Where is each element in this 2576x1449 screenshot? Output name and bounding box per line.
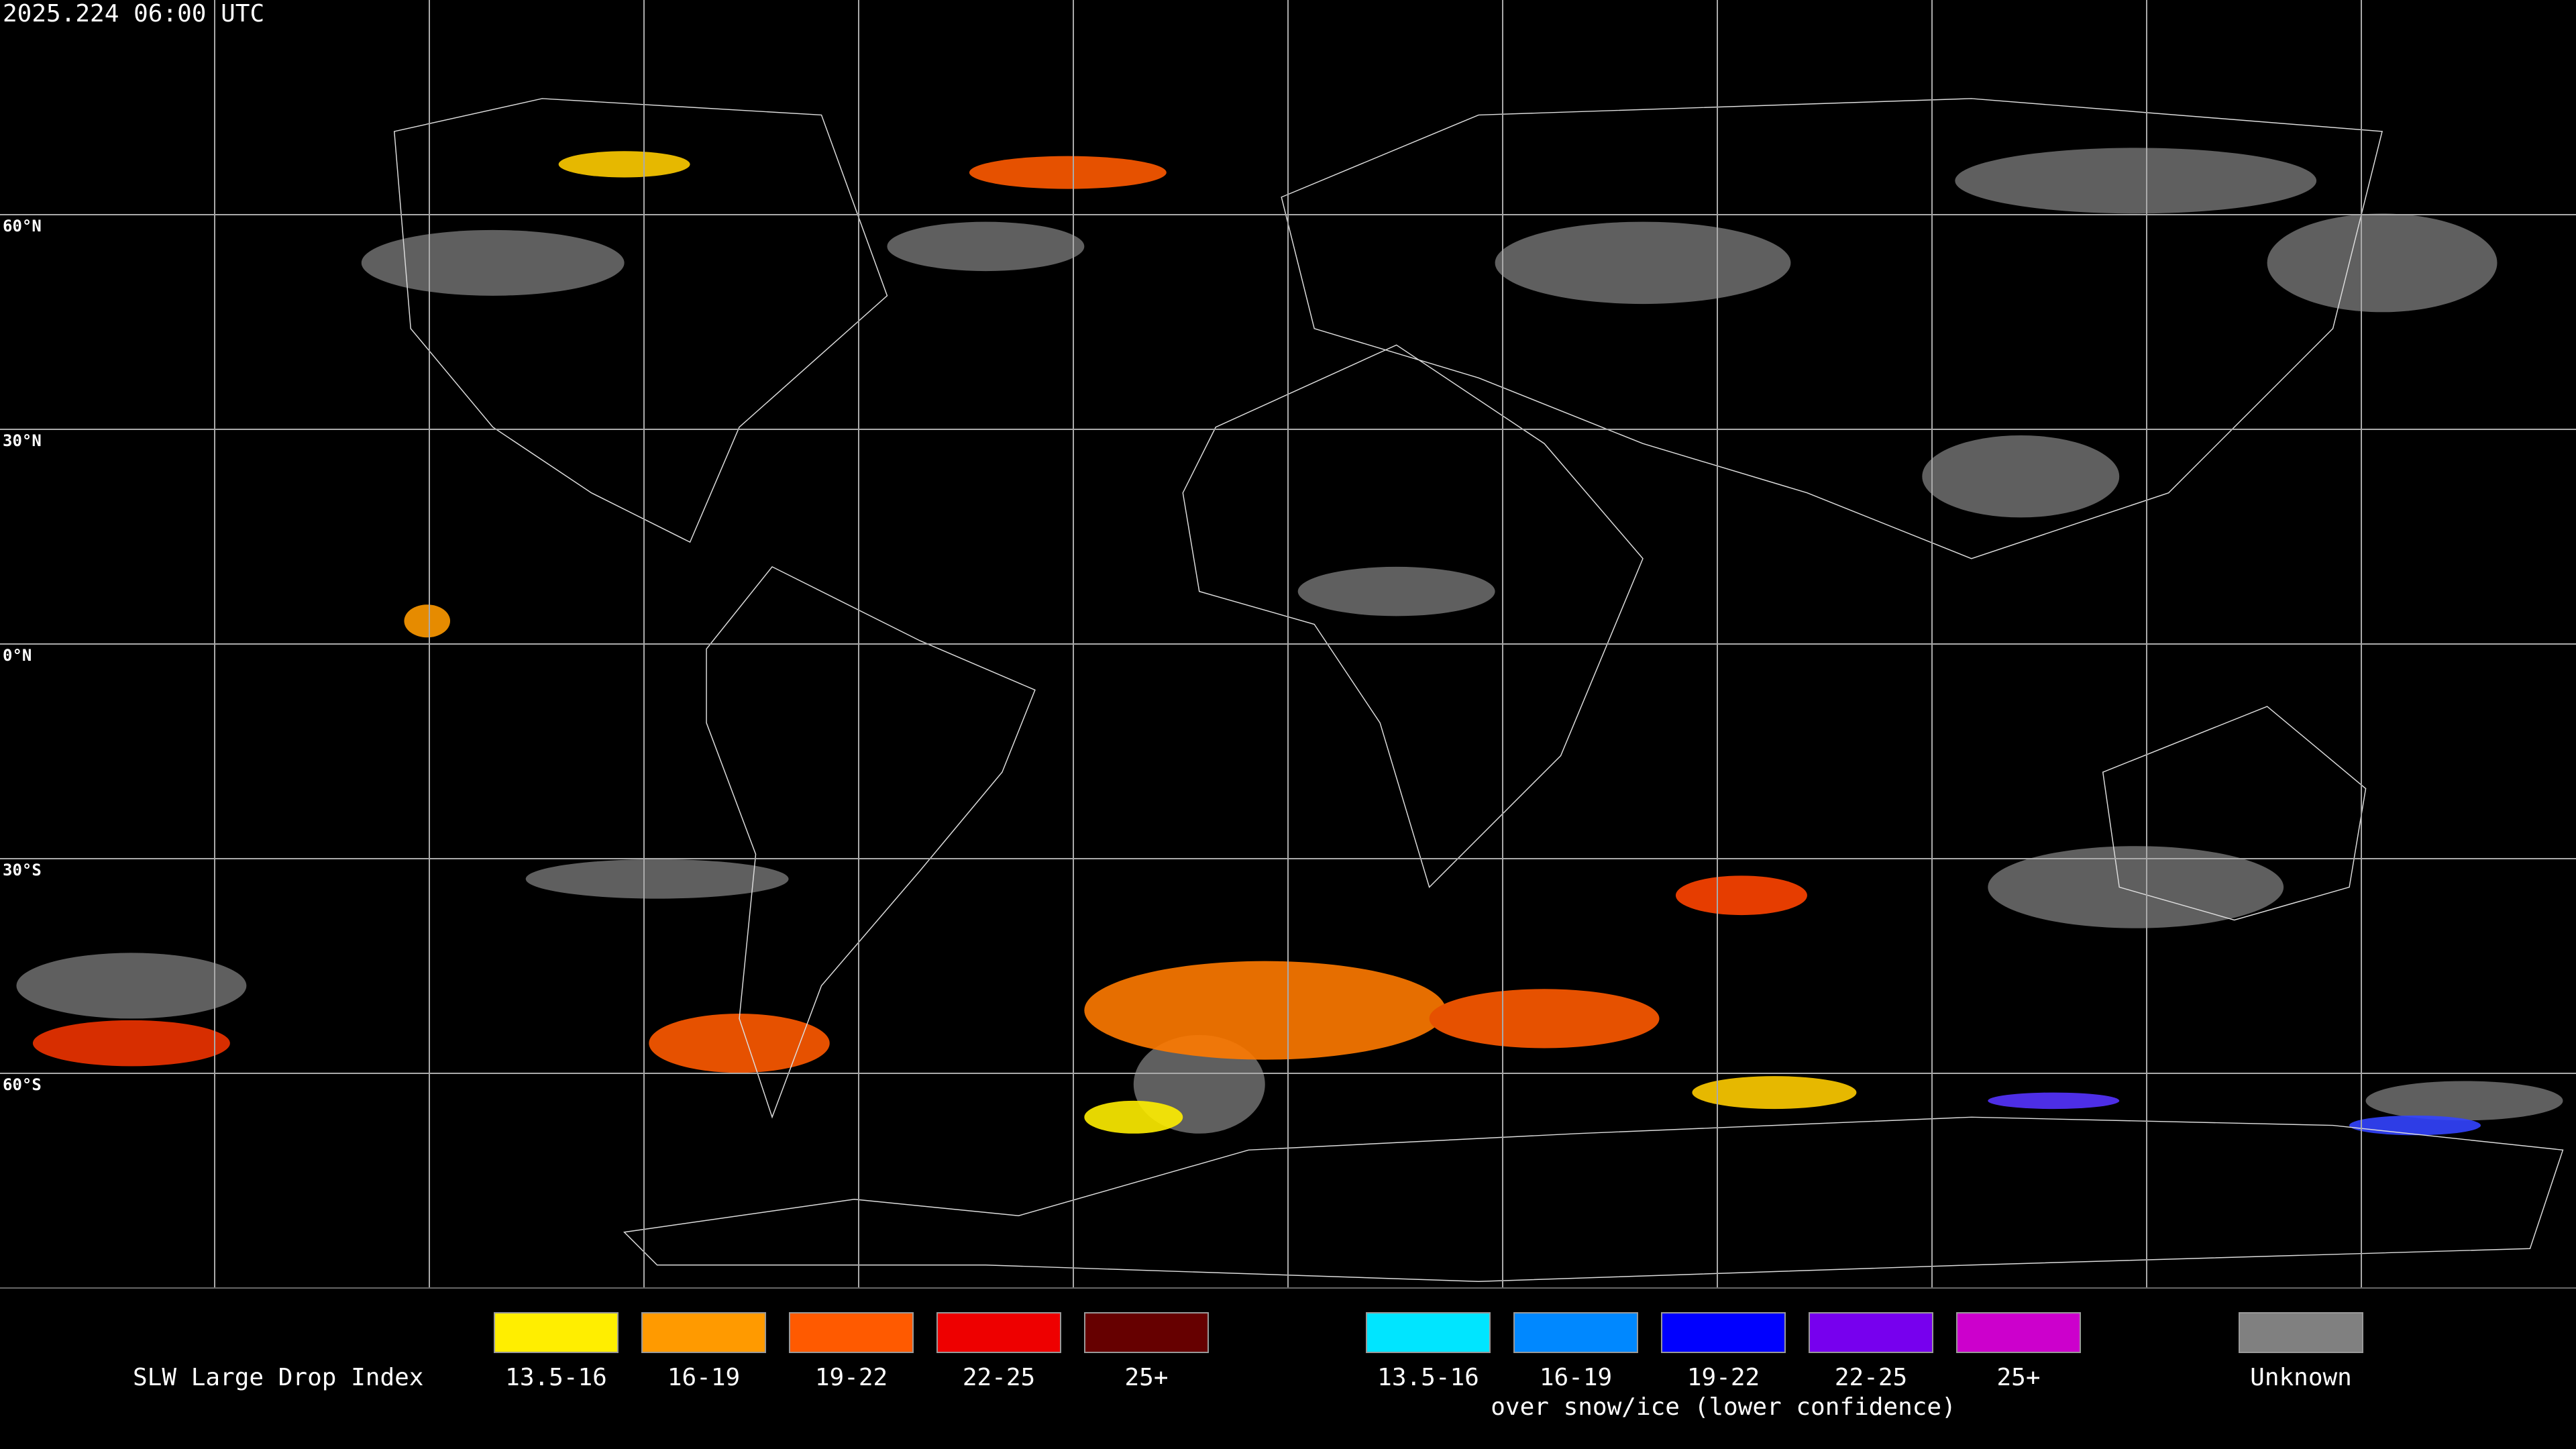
- legend-title: SLW Large Drop Index: [133, 1364, 423, 1391]
- legend-swatch: [1513, 1312, 1638, 1353]
- legend-label: 25+: [1996, 1364, 2040, 1391]
- legend-label: 19-22: [815, 1364, 888, 1391]
- legend-label: 22-25: [963, 1364, 1035, 1391]
- latitude-label: 60°N: [3, 217, 42, 235]
- timestamp: 2025.224 06:00 UTC: [3, 0, 264, 28]
- legend-swatch: [641, 1312, 766, 1353]
- graticule: [0, 0, 2576, 1288]
- legend-swatch: [2239, 1312, 2363, 1353]
- legend-swatch: [1956, 1312, 2081, 1353]
- legend-swatch: [1084, 1312, 1209, 1353]
- legend-swatch: [1809, 1312, 1933, 1353]
- latitude-label: 0°N: [3, 646, 32, 665]
- legend-label: 16-19: [667, 1364, 740, 1391]
- legend-label: 13.5-16: [505, 1364, 607, 1391]
- legend-caption: over snow/ice (lower confidence): [1491, 1393, 1956, 1421]
- legend-panel: [0, 1288, 2576, 1449]
- legend-label: 22-25: [1835, 1364, 1907, 1391]
- legend-label: 25+: [1124, 1364, 1168, 1391]
- latitude-label: 60°S: [3, 1075, 42, 1094]
- legend-swatch: [1661, 1312, 1786, 1353]
- legend-swatch: [1366, 1312, 1491, 1353]
- legend-label: 13.5-16: [1377, 1364, 1479, 1391]
- latitude-label: 30°N: [3, 431, 42, 450]
- legend-swatch: [789, 1312, 914, 1353]
- legend-swatch: [936, 1312, 1061, 1353]
- cloud-field: [16, 98, 2564, 1282]
- legend-swatch: [494, 1312, 619, 1353]
- legend-label: 19-22: [1687, 1364, 1760, 1391]
- legend-label: 16-19: [1540, 1364, 1612, 1391]
- legend-label: Unknown: [2250, 1364, 2352, 1391]
- latitude-label: 30°S: [3, 861, 42, 879]
